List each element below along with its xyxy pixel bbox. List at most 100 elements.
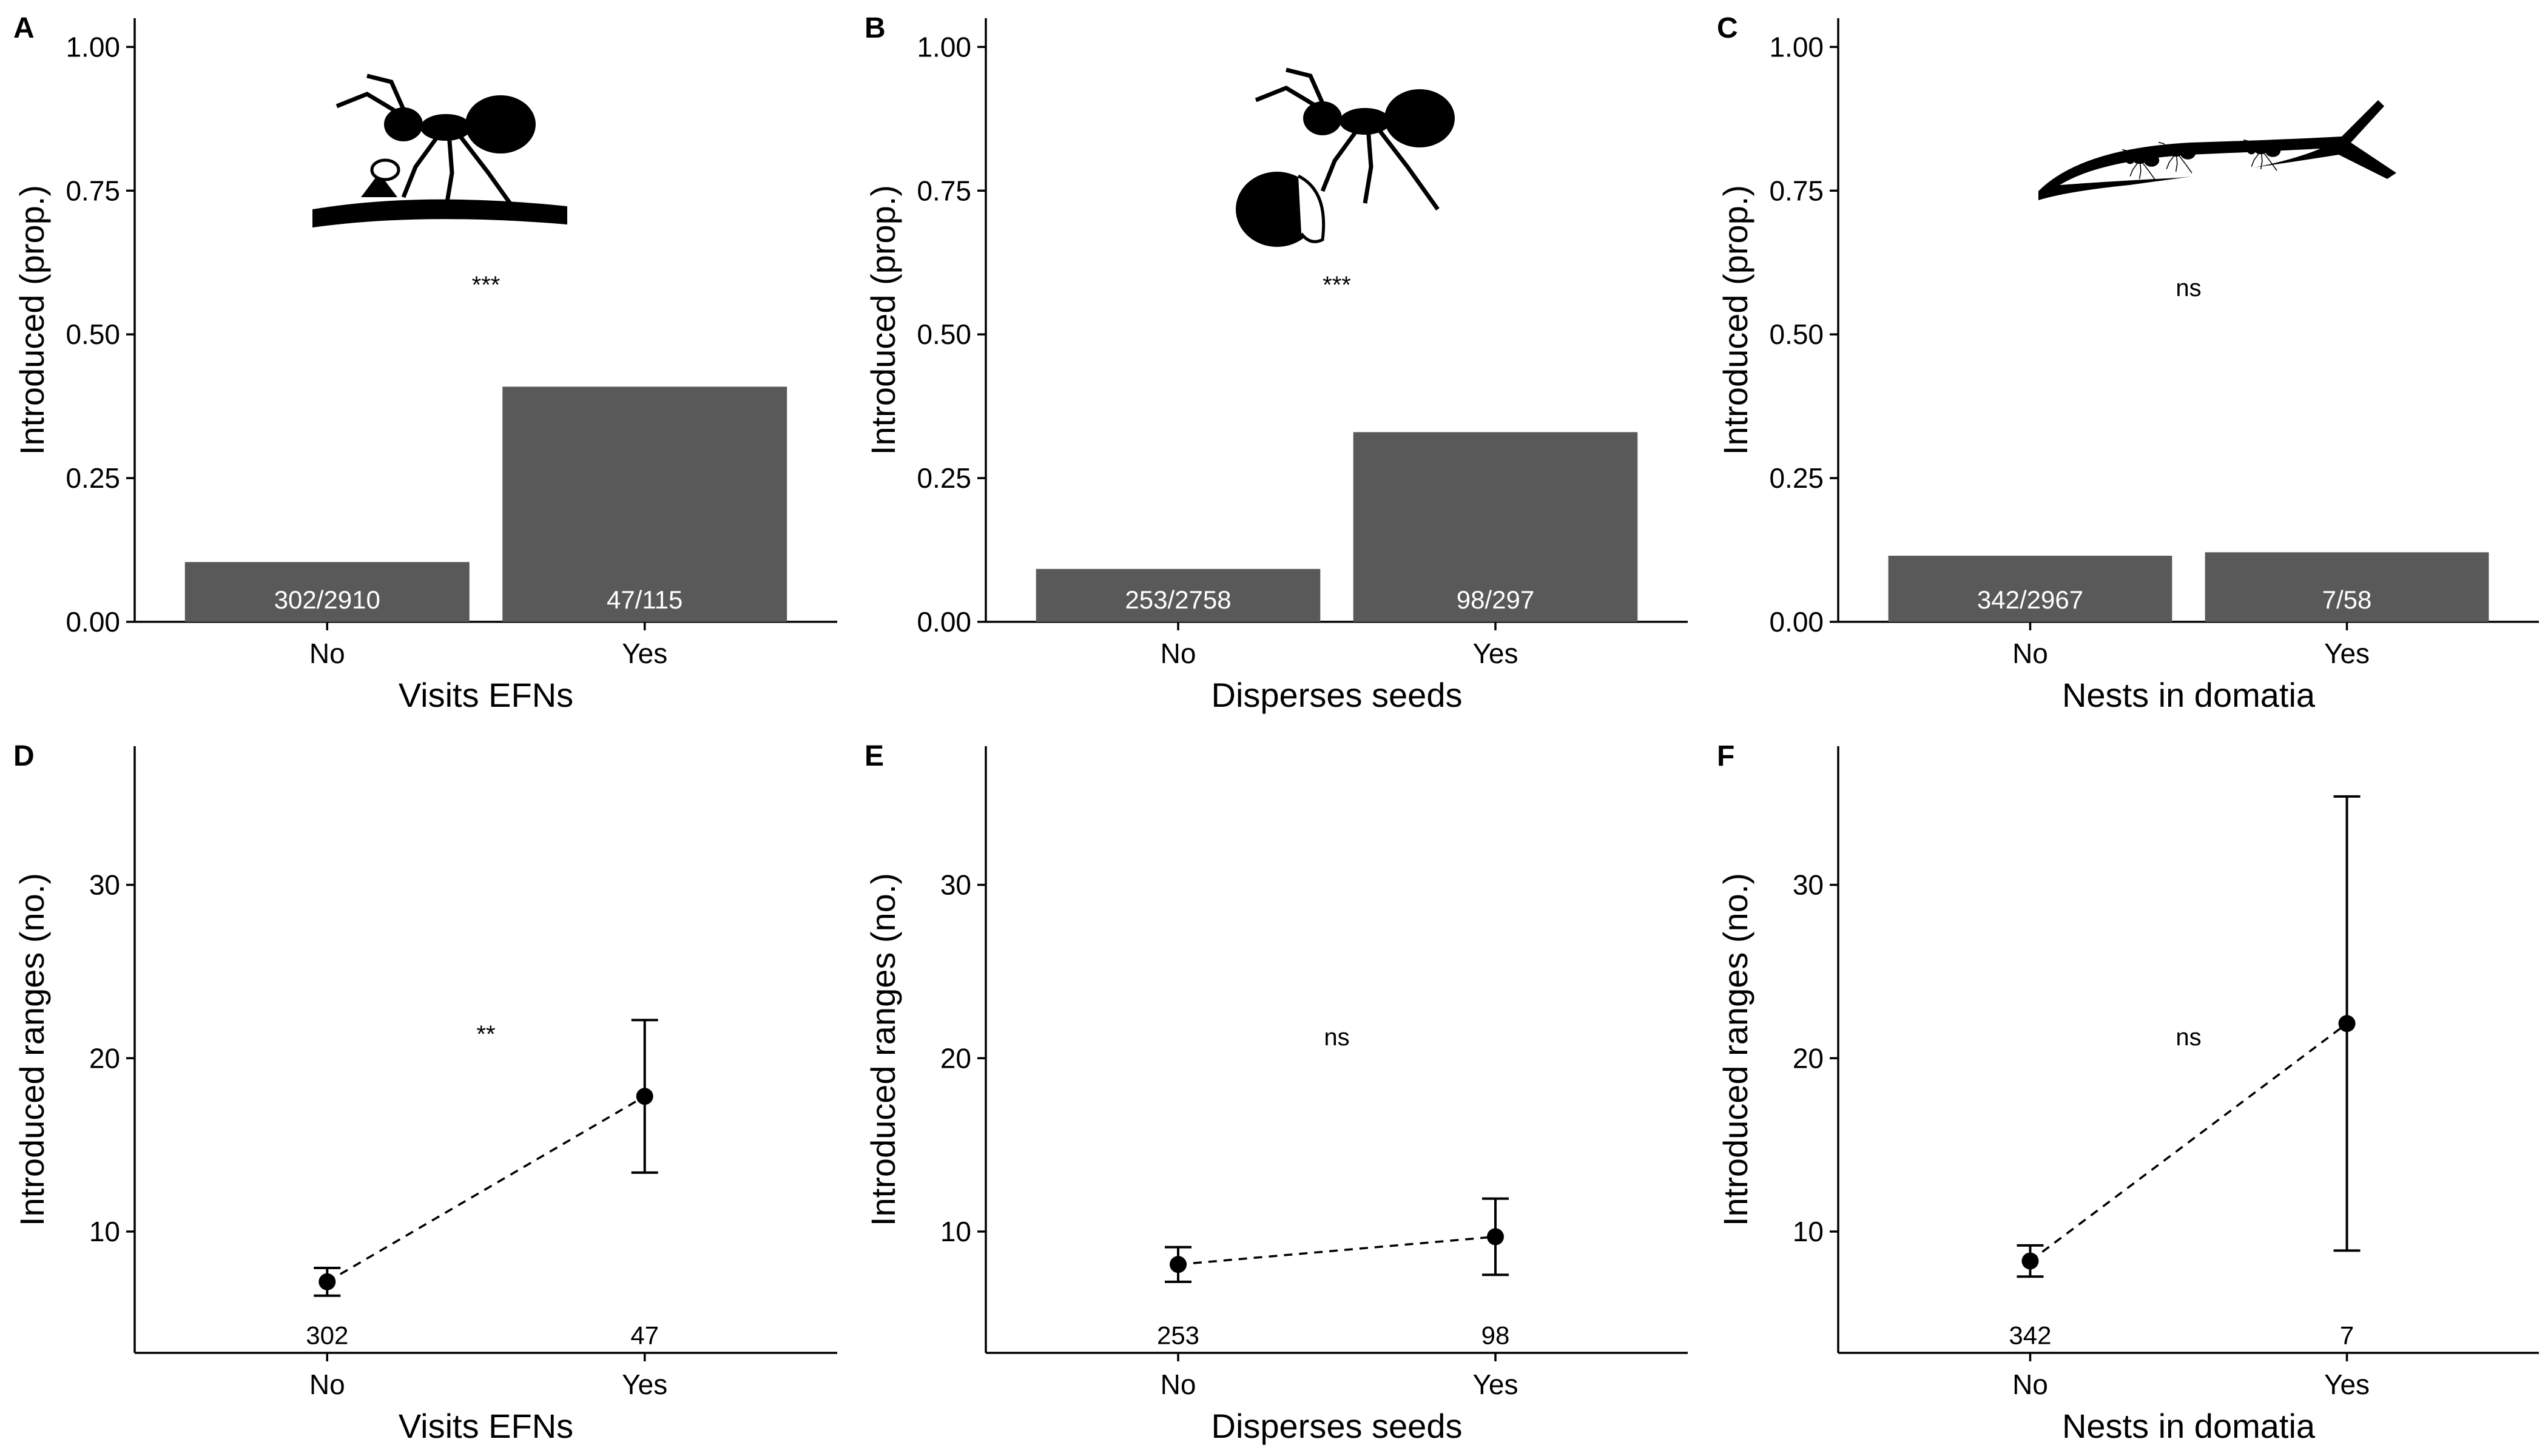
significance-label: ns — [2176, 275, 2201, 302]
ant-on-twig-with-efn-icon — [312, 73, 567, 228]
y-axis-title: Introduced ranges (no.) — [864, 873, 902, 1226]
sample-size-label: 253 — [1157, 1321, 1199, 1349]
ant-leg-icon — [1375, 126, 1440, 211]
panel-letter: B — [864, 12, 886, 44]
stem-icon — [2038, 100, 2396, 200]
x-tick-label: No — [309, 638, 345, 669]
x-tick-label: No — [1161, 638, 1196, 669]
x-tick-label: Yes — [1472, 638, 1518, 669]
x-axis-title: Nests in domatia — [2062, 676, 2316, 714]
ant-leg-icon — [2236, 143, 2251, 149]
x-tick-label: No — [2012, 638, 2048, 669]
y-tick-label: 20 — [940, 1042, 971, 1074]
y-tick-label: 0.00 — [1769, 606, 1824, 638]
x-tick-label: Yes — [2324, 1369, 2370, 1400]
panel-letter: E — [864, 740, 884, 772]
ant-head-icon — [1303, 101, 1342, 135]
ant-leg-icon — [2151, 146, 2166, 151]
bar-no — [184, 562, 470, 622]
ant-leg-icon — [1363, 127, 1373, 204]
significance-label: ns — [1324, 1024, 1349, 1051]
bar-count-label: 47/115 — [607, 585, 682, 614]
bar-count-label: 98/297 — [1457, 585, 1534, 614]
ant-leg-icon — [2260, 152, 2263, 170]
ant-leg-icon — [2138, 162, 2142, 180]
x-tick-label: No — [309, 1369, 345, 1400]
y-tick-label: 10 — [89, 1216, 120, 1247]
ant-leg-icon — [2175, 155, 2178, 172]
nectary-icon — [361, 173, 397, 197]
twig-icon — [312, 199, 567, 228]
ant-leg-icon — [2178, 155, 2192, 174]
ant-head-icon — [2162, 149, 2171, 157]
ant-leg-icon — [2122, 149, 2131, 158]
trend-line — [2029, 1022, 2348, 1262]
panel-b: B 0.00 0.25 0.50 0.75 1.00 No Yes Disperses seed… — [864, 12, 1688, 714]
x-tick-label: Yes — [1472, 1369, 1518, 1400]
sample-size-label: 98 — [1481, 1321, 1510, 1349]
ant-head-icon — [384, 107, 423, 141]
y-tick-label: 0.00 — [66, 606, 120, 638]
mean-point — [318, 1273, 336, 1290]
ant-leg-icon — [1286, 67, 1325, 104]
sample-size-label: 47 — [630, 1321, 659, 1349]
ant-silhouette-icon — [2151, 141, 2196, 174]
y-tick-label: 30 — [89, 869, 120, 901]
x-tick-label: Yes — [622, 1369, 667, 1400]
ant-head-icon — [2247, 147, 2256, 155]
y-tick-label: 0.25 — [917, 462, 971, 494]
trend-line — [1178, 1235, 1496, 1266]
ant-gaster-icon — [2180, 146, 2196, 160]
ant-leg-icon — [443, 133, 454, 210]
x-axis-title: Visits EFNs — [399, 676, 573, 714]
panel-letter: C — [1717, 12, 1738, 44]
mean-point — [1486, 1228, 1504, 1245]
y-tick-label: 20 — [1793, 1042, 1824, 1074]
ant-leg-icon — [2263, 152, 2277, 171]
nectar-drop-icon — [370, 158, 400, 181]
y-axis-title: Introduced (prop.) — [1716, 185, 1754, 455]
ant-carrying-seed-icon — [1236, 67, 1455, 247]
mean-point — [636, 1088, 653, 1105]
ant-leg-icon — [2158, 141, 2167, 150]
x-tick-label: Yes — [2324, 638, 2370, 669]
ants-inside-hollow-stem-icon — [2038, 100, 2396, 200]
bar-count-label: 342/2967 — [1977, 585, 2083, 614]
significance-label: ** — [476, 1021, 495, 1048]
y-tick-label: 0.75 — [66, 175, 120, 206]
y-tick-label: 0.75 — [917, 175, 971, 206]
y-tick-label: 0.50 — [66, 318, 120, 350]
x-axis-title: Visits EFNs — [399, 1407, 573, 1445]
mean-point — [2338, 1015, 2356, 1033]
y-axis-title: Introduced ranges (no.) — [1716, 873, 1754, 1226]
seed-icon — [1236, 172, 1318, 247]
x-tick-label: No — [1161, 1369, 1196, 1400]
y-tick-label: 0.00 — [917, 606, 971, 638]
y-tick-label: 30 — [940, 869, 971, 901]
bar-count-label: 7/58 — [2322, 585, 2372, 614]
ant-leg-icon — [2251, 152, 2260, 167]
ant-leg-icon — [2142, 162, 2156, 181]
panel-letter: D — [13, 740, 35, 772]
ant-head-icon — [2126, 157, 2135, 164]
y-axis-title: Introduced (prop.) — [13, 185, 51, 455]
ant-thorax-icon — [420, 114, 471, 141]
ant-leg-icon — [1320, 126, 1361, 192]
ant-thorax-icon — [2134, 158, 2145, 164]
y-tick-label: 0.25 — [1769, 462, 1824, 494]
bar-no — [1036, 568, 1321, 622]
y-tick-label: 10 — [940, 1216, 971, 1247]
panel-a: A 0.00 0.25 0.50 0.75 1.00 No Yes Visits EFNs Int… — [13, 12, 837, 714]
ant-silhouette-icon — [2236, 139, 2281, 171]
ant-thorax-icon — [1340, 108, 1390, 135]
bar-yes — [1353, 432, 1638, 622]
x-axis-title: Disperses seeds — [1212, 676, 1463, 714]
y-tick-label: 0.50 — [917, 318, 971, 350]
mean-point — [1170, 1256, 1187, 1273]
mean-point — [2021, 1252, 2039, 1270]
ant-thorax-icon — [2170, 150, 2182, 157]
x-tick-label: Yes — [622, 638, 667, 669]
y-tick-label: 10 — [1793, 1216, 1824, 1247]
significance-label: *** — [1323, 272, 1351, 298]
